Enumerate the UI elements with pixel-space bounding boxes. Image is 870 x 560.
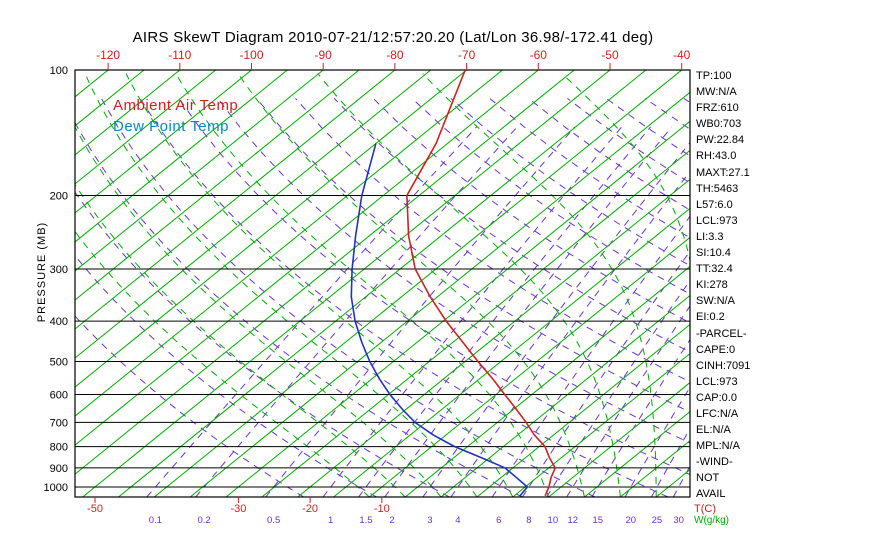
stat-line: TT:32.4 <box>696 263 733 276</box>
stat-line: MPL:N/A <box>696 440 741 453</box>
temp-unit-label: T(C) <box>694 503 716 515</box>
pressure-tick-label: 700 <box>50 417 68 429</box>
mixing-tick-label: 25 <box>652 515 663 526</box>
pressure-tick-label: 900 <box>50 463 68 475</box>
mixing-tick-label: 8 <box>526 515 531 526</box>
stat-line: LFC:N/A <box>696 407 739 420</box>
mixing-tick-label: 15 <box>592 515 603 526</box>
pressure-axis-label: PRESSURE (MB) <box>36 221 48 323</box>
stat-line: RH:43.0 <box>696 150 737 163</box>
bottom-temp-tick-label: -50 <box>87 503 103 515</box>
stat-line: SW:N/A <box>696 295 735 308</box>
pressure-tick-label: 400 <box>50 316 68 328</box>
stat-line: EI:0.2 <box>696 311 725 324</box>
mixing-tick-label: 0.1 <box>149 515 162 526</box>
mixing-tick-label: 6 <box>496 515 501 526</box>
legend-ambient-temp-label: Ambient Air Temp <box>113 97 239 114</box>
top-axis-tick-label: -50 <box>601 48 619 62</box>
stat-line: L57:6.0 <box>696 198 733 211</box>
stat-line: CAPE:0 <box>696 343 736 356</box>
pressure-tick-labels: 100 200 300 400 500 600 700 800 900 1000 <box>44 65 68 494</box>
mixing-tick-label: 4 <box>455 515 460 526</box>
pressure-tick-label: 100 <box>50 65 68 77</box>
top-axis-tick-label: -120 <box>96 48 120 62</box>
stat-line: AVAIL <box>696 488 726 501</box>
stats-panel: TP:100 MW:N/A FRZ:610 WB0:703 PW:22.84 RH:43.… <box>696 68 750 503</box>
pressure-tick-label: 600 <box>50 389 68 401</box>
stat-line: MW:N/A <box>696 86 737 99</box>
stat-line: CAP:0.0 <box>696 391 737 404</box>
mixing-tick-label: 2 <box>389 515 394 526</box>
top-axis-tick-label: -80 <box>386 48 404 62</box>
chart-title: AIRS SkewT Diagram 2010-07-21/12:57:20.2… <box>132 29 654 46</box>
stat-line: EL:N/A <box>696 424 731 437</box>
pressure-tick-label: 200 <box>50 191 68 203</box>
plot-frame <box>74 69 691 498</box>
temperature-curve <box>406 70 557 497</box>
mixing-tick-label: 10 <box>548 515 559 526</box>
stat-line: LCL:973 <box>696 214 738 227</box>
mixing-tick-label: 3 <box>427 515 432 526</box>
mixing-tick-label: 1.5 <box>359 515 372 526</box>
stat-line: LCL:973 <box>696 375 738 388</box>
stat-line: NOT <box>696 472 720 485</box>
pressure-tick-label: 800 <box>50 442 68 454</box>
mixing-tick-label: 12 <box>568 515 579 526</box>
stat-line: CINH:7091 <box>696 359 751 372</box>
stat-line: FRZ:610 <box>696 102 739 115</box>
bottom-temp-tick-label: -10 <box>374 503 390 515</box>
mixing-tick-label: 1 <box>328 515 333 526</box>
top-axis-tick-label: -70 <box>458 48 476 62</box>
stat-line: -WIND- <box>696 456 733 469</box>
stat-line: TH:5463 <box>696 182 739 195</box>
bottom-temp-labels: -50 -30 -20 -10 T(C) <box>87 497 716 515</box>
pressure-tick-label: 500 <box>50 356 68 368</box>
top-axis-labels: -120 -110 -100 -90 -80 -70 -60 -50 -40 <box>96 48 691 70</box>
pressure-tick-label: 300 <box>50 264 68 276</box>
stat-line: SI:10.4 <box>696 247 731 260</box>
mixing-ratio-lines <box>146 126 690 497</box>
pressure-tick-label: 1000 <box>44 482 68 494</box>
mixing-tick-label: 0.5 <box>267 515 280 526</box>
top-axis-tick-label: -40 <box>673 48 691 62</box>
stat-line: PW:22.84 <box>696 134 745 147</box>
stat-line: TP:100 <box>696 70 732 82</box>
top-axis-tick-label: -60 <box>530 48 548 62</box>
bottom-temp-tick-label: -20 <box>302 503 318 515</box>
mixing-tick-label: 0.2 <box>197 515 210 526</box>
legend-dew-point-label: Dew Point Temp <box>113 118 229 135</box>
stat-line: KI:278 <box>696 279 728 292</box>
bottom-temp-tick-label: -30 <box>230 503 246 515</box>
mixing-tick-label: 20 <box>625 515 636 526</box>
mixing-tick-label: 30 <box>673 515 684 526</box>
stat-line: LI:3.3 <box>696 230 724 243</box>
stat-line: -PARCEL- <box>696 327 747 340</box>
mixing-unit-label: W(g/kg) <box>694 515 729 526</box>
bottom-mixing-labels: 0.1 0.2 0.5 1 1.5 2 3 4 6 8 10 12 15 20 25 30 W(g/kg) <box>149 515 729 526</box>
stat-line: WB0:703 <box>696 118 742 131</box>
top-axis-tick-label: -100 <box>239 48 263 62</box>
dewpoint-curve <box>350 143 529 497</box>
top-axis-tick-label: -90 <box>315 48 333 62</box>
top-axis-tick-label: -110 <box>168 48 191 62</box>
stat-line: MAXT:27.1 <box>696 166 750 179</box>
